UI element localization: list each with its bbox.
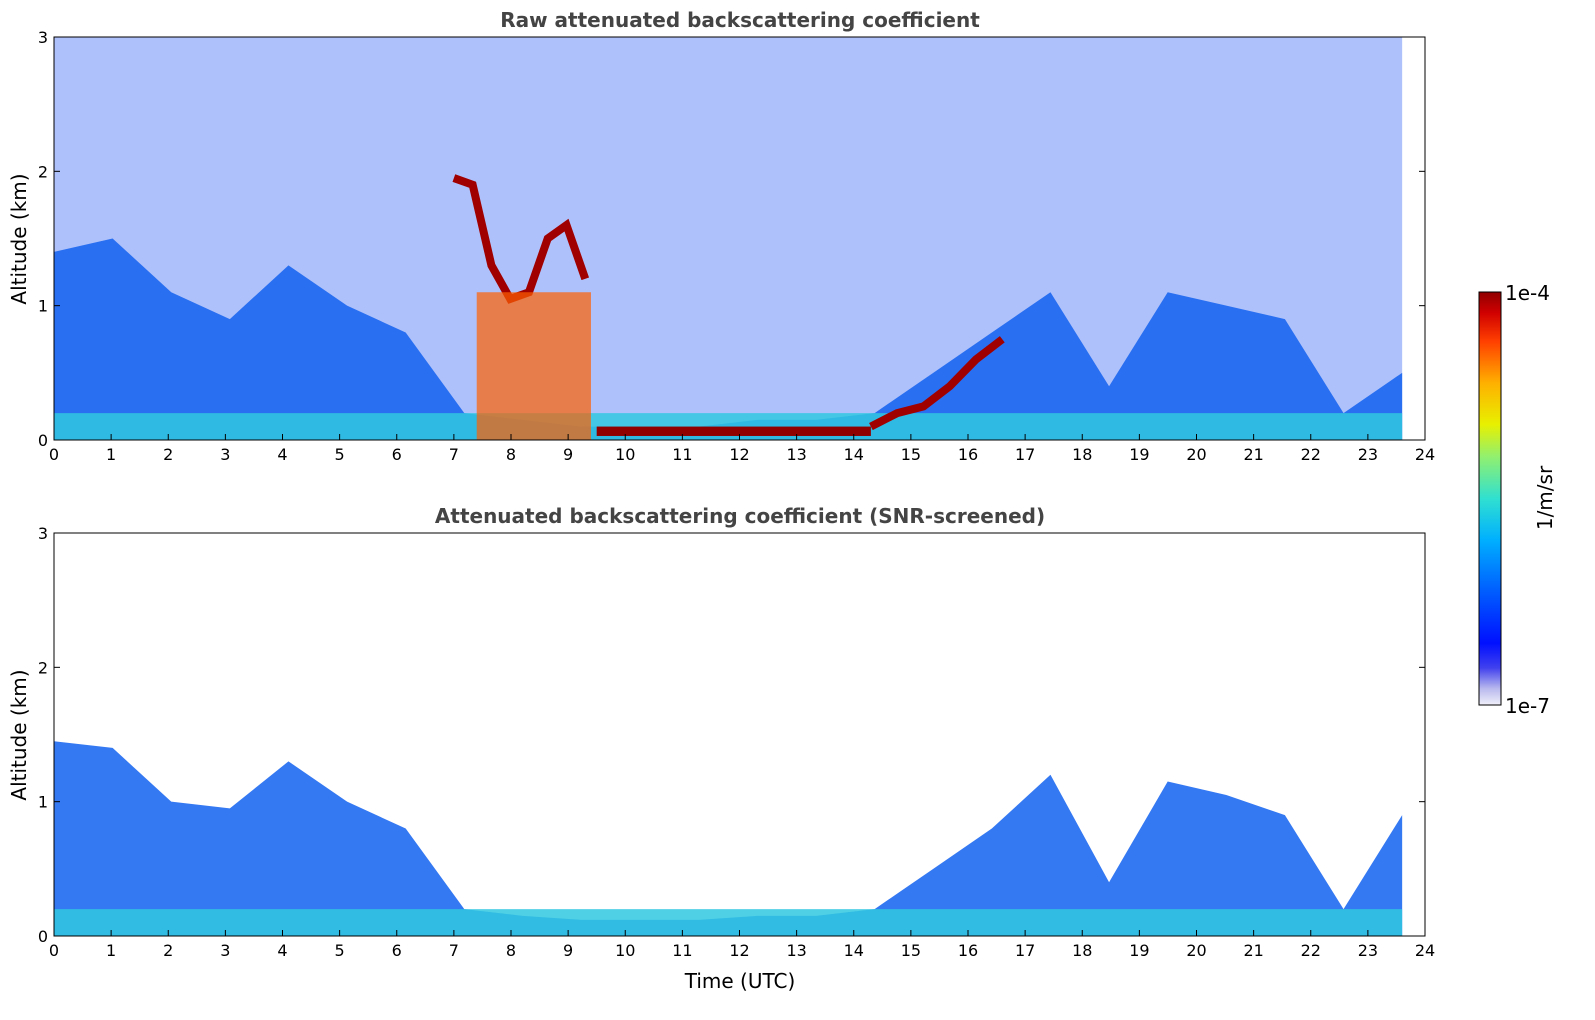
screened-y-axis-label: Altitude (km) bbox=[7, 669, 31, 800]
x-tick-label: 20 bbox=[1186, 445, 1206, 464]
x-tick-label: 2 bbox=[163, 941, 173, 960]
y-tick-label: 0 bbox=[38, 431, 48, 450]
x-tick-label: 10 bbox=[615, 941, 635, 960]
x-tick-label: 10 bbox=[615, 445, 635, 464]
x-tick-label: 17 bbox=[1015, 941, 1035, 960]
low-cloud-band bbox=[596, 426, 871, 436]
screened-x-ticks: 0 1 2 3 4 5 6 7 8 9 10 11 12 13 14 15 16 17 18 19 20 21 22 23 24 bbox=[49, 930, 1435, 960]
x-tick-label: 12 bbox=[729, 445, 749, 464]
x-tick-label: 2 bbox=[163, 445, 173, 464]
screened-panel: Attenuated backscattering coefficient (S… bbox=[7, 504, 1435, 993]
x-tick-label: 13 bbox=[786, 941, 806, 960]
surface-aerosol-band bbox=[54, 909, 1403, 936]
aerosol-layer bbox=[54, 238, 1403, 440]
rising-cloud-line bbox=[869, 336, 1005, 431]
x-tick-label: 15 bbox=[901, 941, 921, 960]
raw-heatmap bbox=[54, 37, 1403, 440]
x-tick-label: 16 bbox=[958, 445, 978, 464]
x-tick-label: 9 bbox=[563, 445, 573, 464]
x-tick-label: 5 bbox=[335, 445, 345, 464]
x-tick-label: 23 bbox=[1358, 941, 1378, 960]
x-tick-label: 8 bbox=[506, 941, 516, 960]
x-tick-label: 21 bbox=[1243, 941, 1263, 960]
x-tick-label: 1 bbox=[106, 941, 116, 960]
x-tick-label: 21 bbox=[1243, 445, 1263, 464]
raw-y-axis-label: Altitude (km) bbox=[7, 173, 31, 304]
x-tick-label: 6 bbox=[392, 445, 402, 464]
x-tick-label: 17 bbox=[1015, 445, 1035, 464]
x-tick-label: 6 bbox=[392, 941, 402, 960]
x-tick-label: 7 bbox=[449, 445, 459, 464]
x-tick-label: 1 bbox=[106, 445, 116, 464]
y-tick-label: 0 bbox=[38, 927, 48, 946]
x-tick-label: 14 bbox=[844, 941, 864, 960]
y-tick-label: 1 bbox=[38, 793, 48, 812]
screened-y-ticks: 0 1 2 3 bbox=[38, 524, 1425, 946]
x-tick-label: 22 bbox=[1301, 941, 1321, 960]
colorbar-max-label: 1e-4 bbox=[1505, 281, 1550, 305]
raw-x-ticks: 0 1 2 3 4 5 6 7 8 9 10 11 12 13 14 15 16 17 18 19 20 21 22 23 24 bbox=[49, 434, 1435, 464]
x-tick-label: 16 bbox=[958, 941, 978, 960]
x-tick-label: 13 bbox=[786, 445, 806, 464]
x-tick-label: 15 bbox=[901, 445, 921, 464]
x-tick-label: 4 bbox=[277, 445, 287, 464]
x-tick-label: 12 bbox=[729, 941, 749, 960]
aerosol-layer bbox=[54, 741, 1403, 936]
x-tick-label: 19 bbox=[1129, 941, 1149, 960]
y-tick-label: 3 bbox=[38, 28, 48, 47]
x-tick-label: 0 bbox=[49, 445, 59, 464]
y-tick-label: 3 bbox=[38, 524, 48, 543]
raw-panel-title: Raw attenuated backscattering coefficien… bbox=[500, 8, 980, 32]
raw-panel: Raw attenuated backscattering coefficien… bbox=[7, 8, 1435, 464]
x-tick-label: 11 bbox=[672, 445, 692, 464]
x-tick-label: 24 bbox=[1415, 445, 1435, 464]
x-tick-label: 11 bbox=[672, 941, 692, 960]
y-tick-label: 1 bbox=[38, 297, 48, 316]
colorbar-label: 1/m/sr bbox=[1533, 465, 1557, 530]
x-tick-label: 14 bbox=[844, 445, 864, 464]
y-tick-label: 2 bbox=[38, 658, 48, 677]
x-tick-label: 3 bbox=[220, 941, 230, 960]
x-axis-label: Time (UTC) bbox=[684, 969, 796, 993]
x-tick-label: 5 bbox=[335, 941, 345, 960]
x-tick-label: 4 bbox=[277, 941, 287, 960]
x-tick-label: 3 bbox=[220, 445, 230, 464]
x-tick-label: 18 bbox=[1072, 941, 1092, 960]
y-tick-label: 2 bbox=[38, 162, 48, 181]
x-tick-label: 24 bbox=[1415, 941, 1435, 960]
screened-panel-title: Attenuated backscattering coefficient (S… bbox=[435, 504, 1045, 528]
x-tick-label: 0 bbox=[49, 941, 59, 960]
raw-y-ticks: 0 1 2 3 bbox=[38, 28, 1425, 450]
x-tick-label: 9 bbox=[563, 941, 573, 960]
colorbar-min-label: 1e-7 bbox=[1505, 694, 1550, 718]
x-tick-label: 22 bbox=[1301, 445, 1321, 464]
x-tick-label: 19 bbox=[1129, 445, 1149, 464]
colorbar: 1e-4 1e-7 1/m/sr bbox=[1478, 281, 1557, 718]
x-tick-label: 23 bbox=[1358, 445, 1378, 464]
x-tick-label: 20 bbox=[1186, 941, 1206, 960]
x-tick-label: 7 bbox=[449, 941, 459, 960]
x-tick-label: 8 bbox=[506, 445, 516, 464]
colorbar-gradient bbox=[1478, 291, 1502, 706]
x-tick-label: 18 bbox=[1072, 445, 1092, 464]
precipitation-region bbox=[476, 292, 591, 440]
screened-heatmap bbox=[54, 741, 1403, 936]
